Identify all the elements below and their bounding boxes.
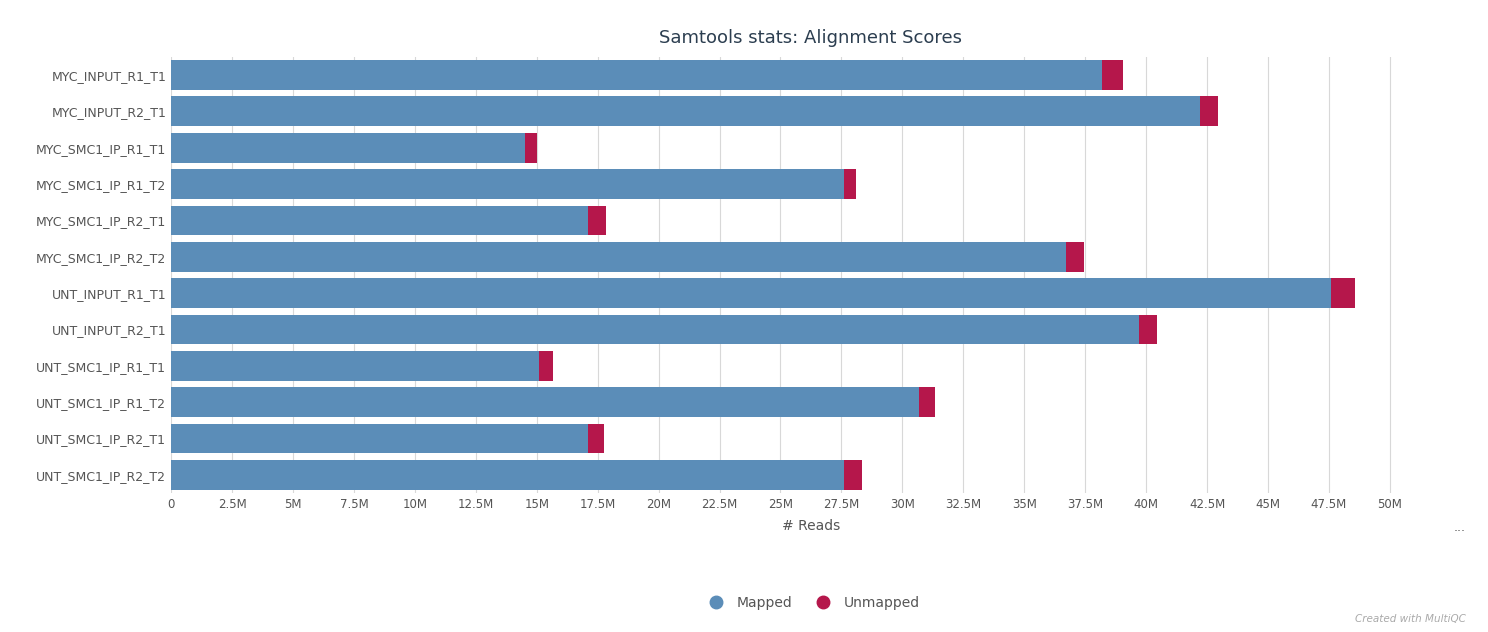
- Bar: [171, 205, 588, 235]
- Bar: [525, 133, 537, 162]
- Bar: [920, 387, 936, 417]
- Bar: [1103, 60, 1123, 90]
- Bar: [1065, 242, 1083, 272]
- Bar: [171, 423, 588, 453]
- Bar: [171, 97, 1199, 126]
- Bar: [171, 278, 1332, 308]
- Bar: [171, 169, 844, 199]
- Legend: Mapped, Unmapped: Mapped, Unmapped: [695, 589, 927, 617]
- Bar: [844, 460, 862, 490]
- Bar: [1199, 97, 1219, 126]
- Bar: [171, 242, 1065, 272]
- Bar: [1332, 278, 1354, 308]
- X-axis label: # Reads: # Reads: [781, 519, 841, 533]
- Bar: [1138, 315, 1158, 344]
- Bar: [539, 351, 552, 380]
- Bar: [171, 460, 844, 490]
- Bar: [588, 205, 606, 235]
- Bar: [171, 133, 525, 162]
- Bar: [844, 169, 856, 199]
- Bar: [171, 351, 539, 380]
- Bar: [171, 315, 1138, 344]
- Bar: [171, 60, 1103, 90]
- Bar: [171, 387, 920, 417]
- Bar: [588, 423, 604, 453]
- Text: ...: ...: [1454, 521, 1466, 534]
- Title: Samtools stats: Alignment Scores: Samtools stats: Alignment Scores: [659, 29, 963, 47]
- Text: Created with MultiQC: Created with MultiQC: [1354, 614, 1466, 624]
